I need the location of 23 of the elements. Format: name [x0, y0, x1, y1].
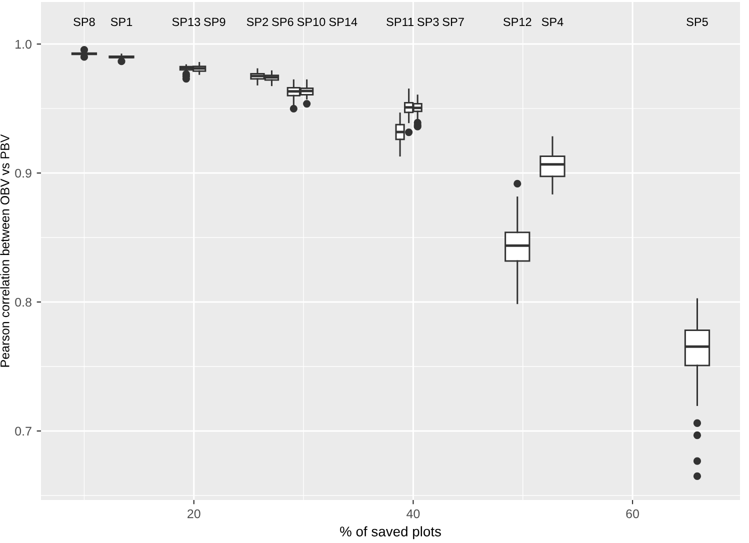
- annotation: SP10: [297, 18, 326, 26]
- annotation: SP11: [386, 18, 414, 26]
- y-tick-label: 1.0: [16, 40, 32, 49]
- annotation: SP9: [204, 18, 226, 26]
- x-axis-title: % of saved plots: [340, 526, 441, 540]
- annotation: SP3: [417, 18, 439, 26]
- x-tick-label: 40: [406, 509, 420, 518]
- annotation: SP13: [172, 18, 200, 26]
- annotation: SP1: [110, 18, 132, 26]
- annotation: SP4: [542, 18, 564, 26]
- annotation: SP5: [686, 18, 708, 26]
- y-axis-title: Pearson correlation between OBV vs PBV: [0, 134, 10, 367]
- annotation: SP8: [74, 18, 95, 26]
- annotation: SP2: [246, 18, 268, 26]
- x-tick-label: 60: [626, 509, 639, 518]
- x-tick-label: 20: [188, 509, 200, 518]
- y-tick-label: 0.8: [15, 298, 32, 307]
- annotation: SP6: [272, 18, 294, 26]
- annotation: SP14: [329, 18, 358, 26]
- annotation: SP7: [442, 18, 464, 26]
- y-tick-label: 0.9: [15, 168, 32, 178]
- annotation: SP12: [503, 18, 532, 26]
- y-tick-label: 0.7: [15, 426, 32, 436]
